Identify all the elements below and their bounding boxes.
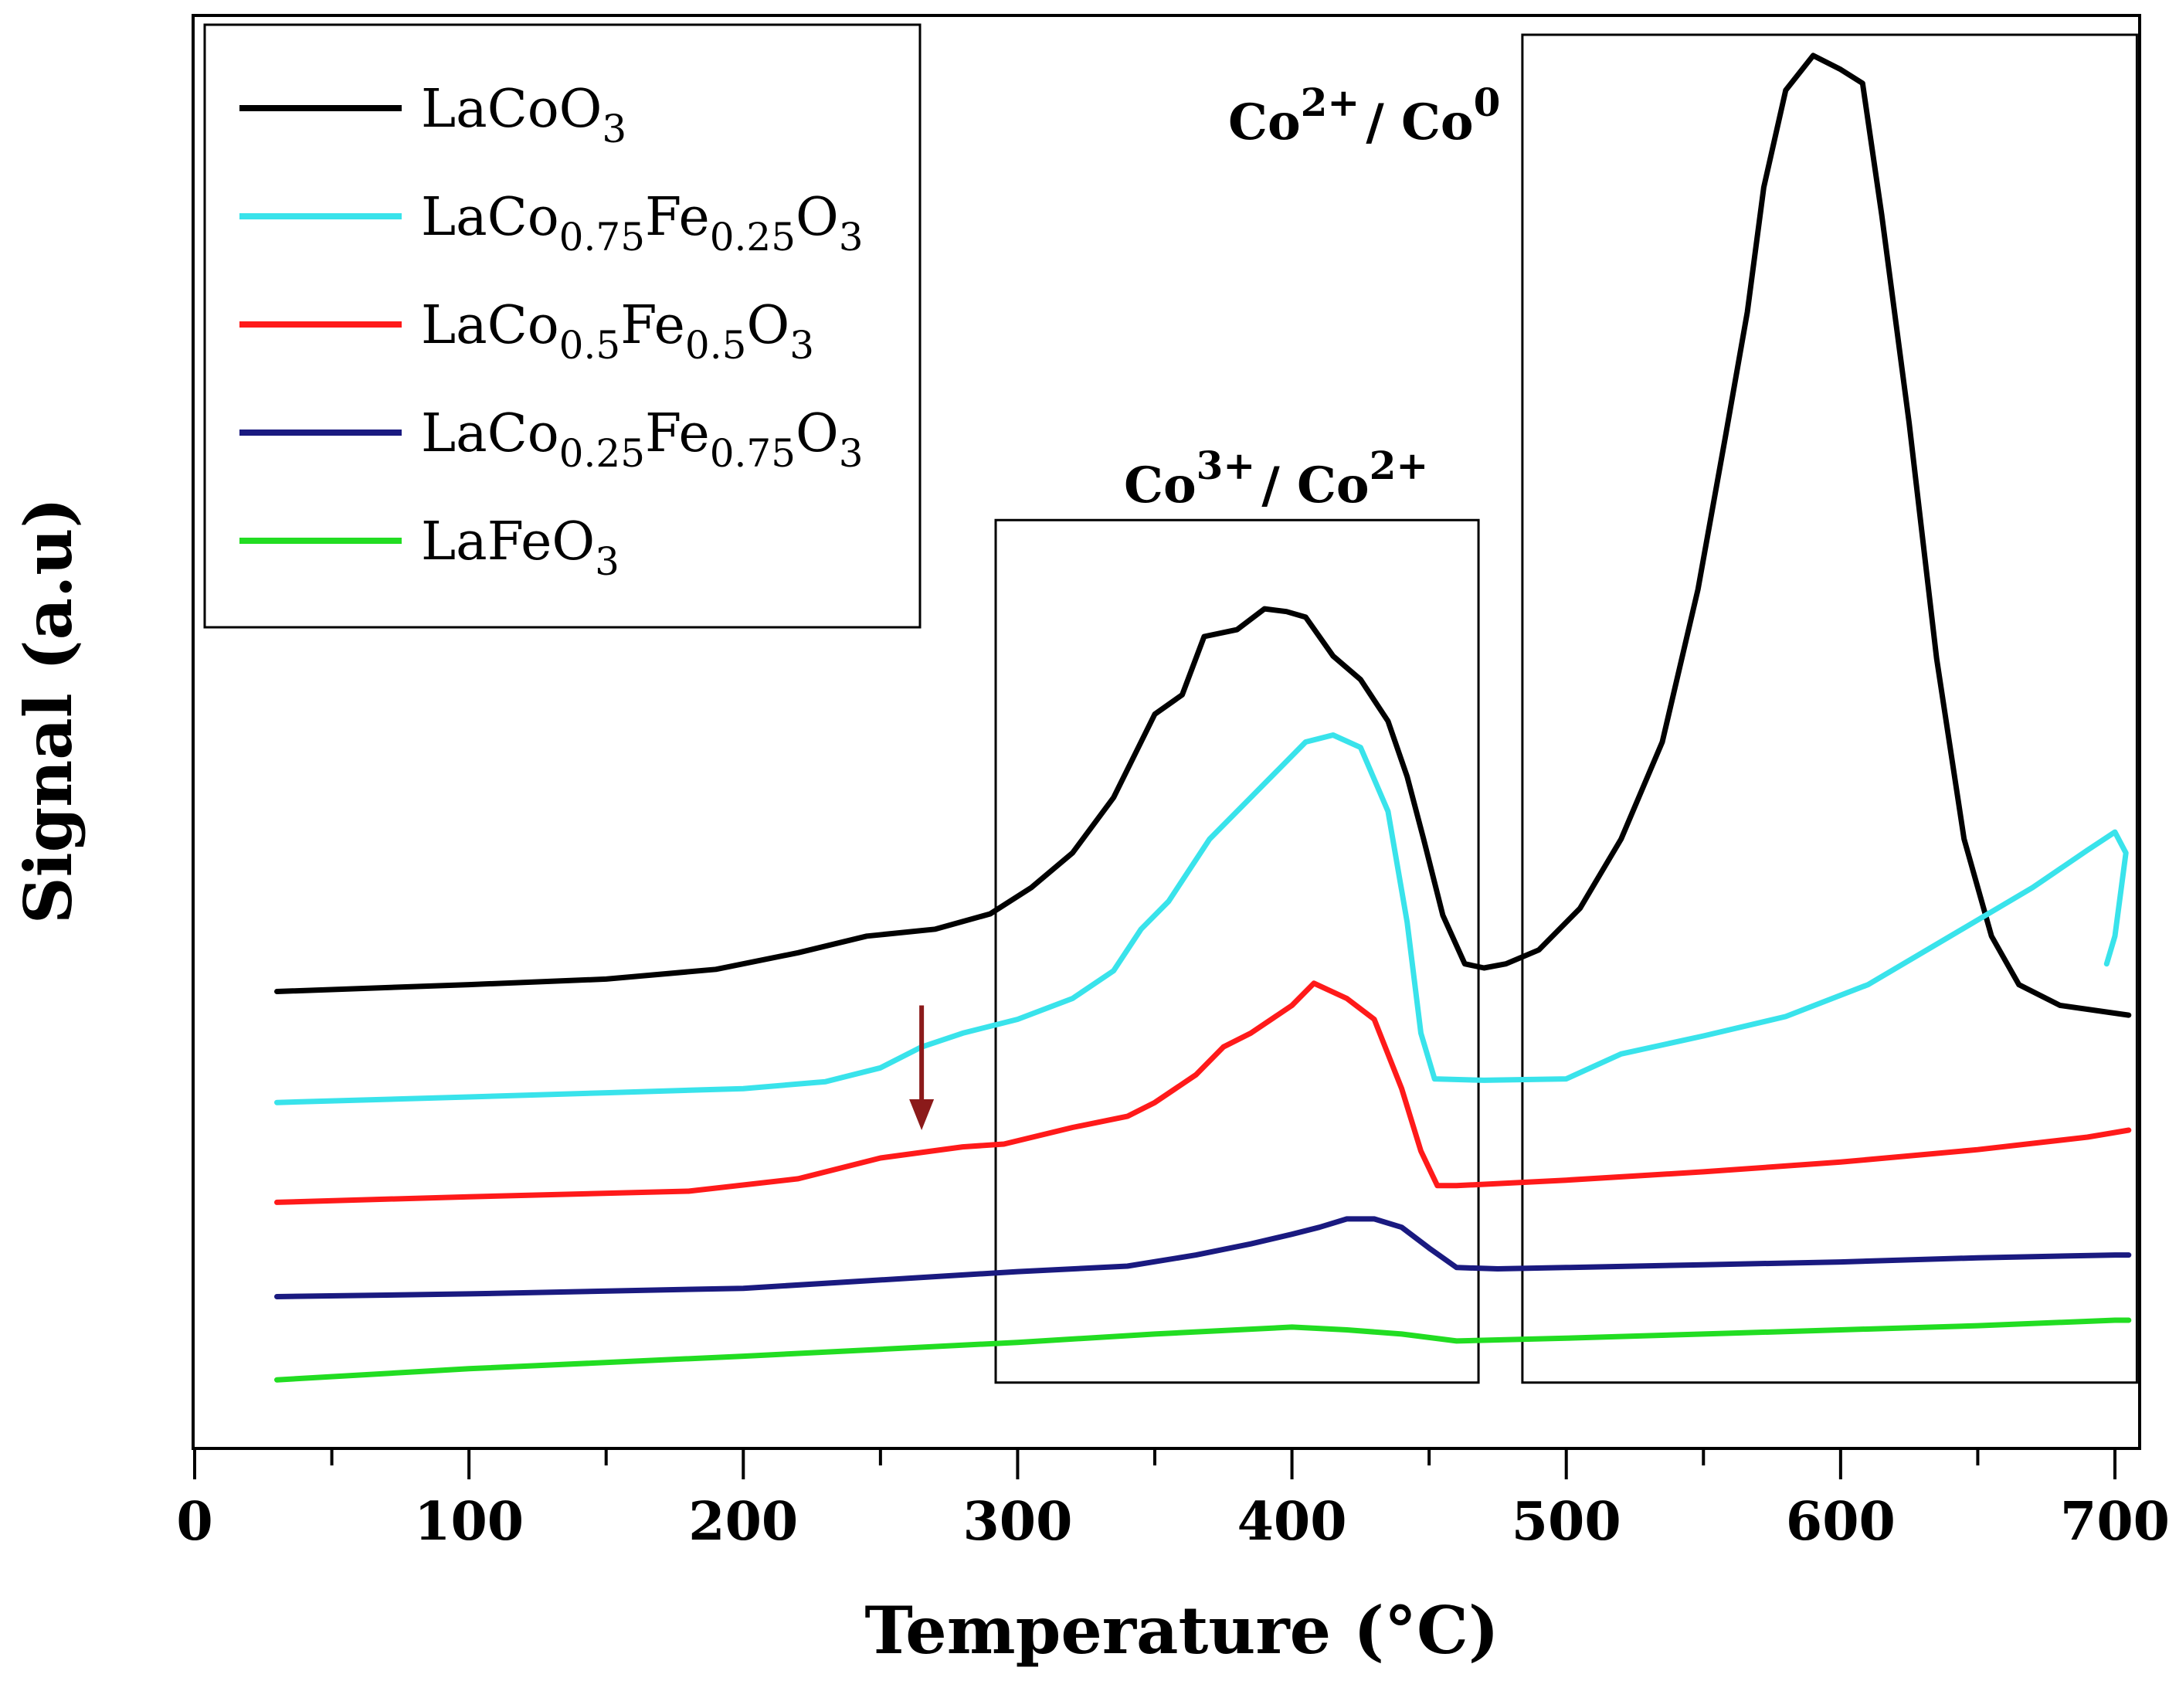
legend-4-label_main: LaFeO xyxy=(421,511,595,572)
legend-0-label_main: LaCoO xyxy=(421,79,602,140)
series-line-1 xyxy=(274,732,2129,1105)
x-tick-label-100: 100 xyxy=(414,1491,524,1553)
x-tick-label-400: 400 xyxy=(1237,1491,1347,1553)
ann0-sup-a: 3+ xyxy=(1197,443,1256,488)
x-tick-label-500: 500 xyxy=(1512,1491,1621,1553)
ann1-sup-a: 2+ xyxy=(1301,80,1360,125)
legend-3-label_sub1: 0.25 xyxy=(559,431,645,476)
legend-3-label_sub2: 0.75 xyxy=(710,431,796,476)
ann1-text-a: Co xyxy=(1228,93,1301,151)
legend-1-label_mid: Fe xyxy=(645,187,710,248)
legend-4-label_sub1: 3 xyxy=(595,539,619,584)
x-tick-label-0: 0 xyxy=(176,1491,212,1553)
legend: LaCoO3LaCo0.75Fe0.25O3LaCo0.5Fe0.5O3LaCo… xyxy=(203,23,922,629)
x-tick-label-600: 600 xyxy=(1786,1491,1896,1553)
x-axis-tick-labels: 0 100 200 300 400 500 600 700 xyxy=(176,1491,2169,1553)
legend-1-label_sub3: 3 xyxy=(839,215,864,260)
x-tick-label-300: 300 xyxy=(962,1491,1072,1553)
legend-3-label_sub3: 3 xyxy=(839,431,864,476)
series-line-3 xyxy=(274,1216,2132,1299)
y-axis-title: Signal (a.u) xyxy=(10,497,87,924)
legend-label-1: LaCo0.75Fe0.25O3 xyxy=(421,187,864,260)
ann0-sup-b: 2+ xyxy=(1370,443,1429,488)
series-lines xyxy=(274,53,2132,1383)
ann1-sup-b: 0 xyxy=(1474,80,1501,125)
ann0-text-a: Co xyxy=(1124,457,1197,514)
legend-2-label_sub3: 3 xyxy=(789,323,814,368)
annotation-boxes xyxy=(994,33,2138,1384)
legend-0-label_sub1: 3 xyxy=(602,107,626,151)
x-tick-label-200: 200 xyxy=(688,1491,798,1553)
legend-2-label_mid: Fe xyxy=(620,295,685,356)
legend-1-label_sub1: 0.75 xyxy=(559,215,645,260)
legend-2-label_sub2: 0.5 xyxy=(685,323,747,368)
legend-2-label_end: O xyxy=(746,295,789,356)
legend-label-4: LaFeO3 xyxy=(421,511,619,584)
legend-3-label_main: LaCo xyxy=(421,403,559,464)
x-tick-label-700: 700 xyxy=(2060,1491,2169,1553)
series-line-4 xyxy=(274,1317,2132,1383)
legend-1-label_end: O xyxy=(796,187,839,248)
legend-3-label_mid: Fe xyxy=(645,403,710,464)
legend-label-3: LaCo0.25Fe0.75O3 xyxy=(421,403,864,476)
ann0-text-b: / Co xyxy=(1261,457,1369,514)
legend-1-label_main: LaCo xyxy=(421,187,559,248)
annotation-co2-co0-label: Co2+ / Co0 xyxy=(1228,80,1500,151)
legend-2-label_sub1: 0.5 xyxy=(559,323,621,368)
annotation-box-co3-co2 xyxy=(994,518,1480,1384)
plot-frame xyxy=(192,14,2141,1450)
ann1-text-b: / Co xyxy=(1366,93,1473,151)
legend-2-label_main: LaCo xyxy=(421,295,559,356)
annotation-box-co2-co0 xyxy=(1521,33,2138,1384)
down-arrow xyxy=(909,1005,935,1131)
x-axis-title: Temperature (°C) xyxy=(864,1592,1499,1669)
annotation-co3-co2-label: Co3+ / Co2+ xyxy=(1124,443,1428,514)
series-line-0 xyxy=(274,53,2132,1018)
legend-label-0: LaCoO3 xyxy=(421,79,626,151)
x-axis-ticks xyxy=(193,1448,2116,1479)
legend-label-2: LaCo0.5Fe0.5O3 xyxy=(421,295,814,368)
arrow-head xyxy=(909,1099,935,1131)
legend-1-label_sub2: 0.25 xyxy=(710,215,796,260)
series-line-2 xyxy=(274,980,2132,1205)
legend-3-label_end: O xyxy=(796,403,839,464)
